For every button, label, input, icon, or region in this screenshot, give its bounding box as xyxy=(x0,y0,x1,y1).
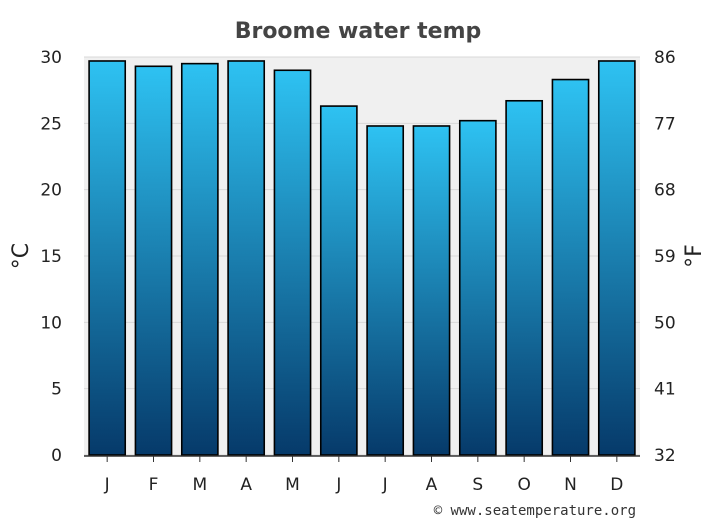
x-tick-label: A xyxy=(426,475,438,495)
bar-6 xyxy=(366,125,405,456)
y-tick-label-celsius: 10 xyxy=(40,313,62,333)
bar-2 xyxy=(180,62,219,456)
y-axis-label-fahrenheit: °F xyxy=(682,244,707,268)
x-tick-label: M xyxy=(285,475,300,495)
chart-title: Broome water temp xyxy=(235,19,482,44)
x-tick-label: F xyxy=(149,475,159,495)
y-axis-label-celsius: °C xyxy=(9,243,34,269)
bar-9 xyxy=(505,99,544,456)
y-tick-label-celsius: 0 xyxy=(51,446,62,466)
y-tick-label-celsius: 20 xyxy=(40,181,62,201)
y-tick-label-fahrenheit: 86 xyxy=(654,48,676,68)
y-tick-label-celsius: 30 xyxy=(40,48,62,68)
x-tick-label: J xyxy=(382,475,388,495)
bar-3 xyxy=(227,60,266,456)
bar-group xyxy=(88,60,636,456)
bar-11 xyxy=(597,60,636,456)
x-tick-label: J xyxy=(104,475,110,495)
bar-4 xyxy=(273,69,312,456)
x-tick-label: M xyxy=(192,475,207,495)
x-tick-label: N xyxy=(564,475,577,495)
bar-5 xyxy=(319,105,358,456)
y-axis-right: 32 41 50 59 68 77 86 xyxy=(654,48,676,466)
bar-7 xyxy=(412,125,451,456)
gridlines xyxy=(84,56,640,456)
x-tick-label: S xyxy=(472,475,483,495)
bar-10 xyxy=(551,78,590,456)
y-tick-label-celsius: 25 xyxy=(40,114,62,134)
y-tick-label-celsius: 15 xyxy=(40,247,62,267)
x-tick-label: J xyxy=(335,475,341,495)
y-tick-label-fahrenheit: 41 xyxy=(654,380,676,400)
bar-0 xyxy=(88,60,127,456)
credit-text: © www.seatemperature.org xyxy=(434,503,636,519)
x-tick-label: O xyxy=(517,475,530,495)
y-tick-label-celsius: 5 xyxy=(51,380,62,400)
bar-1 xyxy=(134,65,173,456)
y-tick-label-fahrenheit: 50 xyxy=(654,313,676,333)
y-axis-left: 0 5 10 15 20 25 30 xyxy=(40,48,62,466)
x-tick-label: D xyxy=(610,475,623,495)
y-tick-label-fahrenheit: 68 xyxy=(654,181,676,201)
y-tick-label-fahrenheit: 59 xyxy=(654,247,676,267)
y-tick-label-fahrenheit: 77 xyxy=(654,114,676,134)
y-tick-label-fahrenheit: 32 xyxy=(654,446,676,466)
x-tick-label: A xyxy=(240,475,252,495)
bar-8 xyxy=(458,119,497,456)
